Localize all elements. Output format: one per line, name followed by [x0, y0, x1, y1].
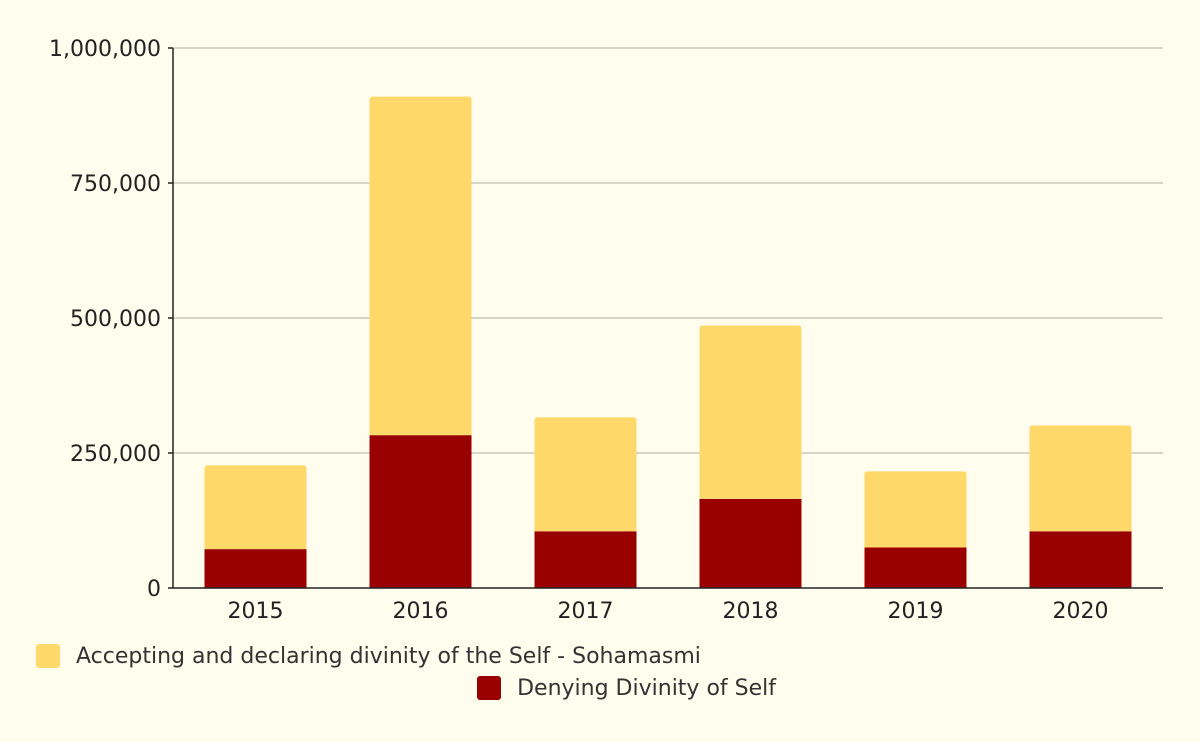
- y-tick-label: 750,000: [70, 172, 161, 197]
- y-tick-label: 500,000: [70, 307, 161, 332]
- bar-segment[interactable]: [204, 465, 307, 550]
- bar-segment[interactable]: [864, 547, 967, 589]
- legend-label-accepting: Accepting and declaring divinity of the …: [76, 643, 701, 669]
- legend-item-denying[interactable]: Denying Divinity of Self: [36, 672, 776, 704]
- x-tick-label: 2016: [393, 599, 449, 624]
- bar-segment[interactable]: [369, 96, 472, 436]
- legend: Accepting and declaring divinity of the …: [36, 640, 776, 704]
- legend-item-accepting[interactable]: Accepting and declaring divinity of the …: [36, 640, 776, 672]
- x-tick-label: 2020: [1053, 599, 1109, 624]
- legend-swatch-accepting: [36, 644, 60, 668]
- y-tick-label: 1,000,000: [49, 37, 161, 62]
- bars: [204, 96, 1132, 589]
- gridlines: [173, 47, 1163, 454]
- y-tick-label: 0: [147, 577, 161, 602]
- x-tick-label: 2017: [558, 599, 614, 624]
- bar-segment[interactable]: [699, 325, 802, 499]
- legend-label-denying: Denying Divinity of Self: [517, 675, 776, 701]
- bar-segment[interactable]: [1029, 425, 1132, 532]
- legend-swatch-denying: [477, 676, 502, 700]
- bar-segment[interactable]: [699, 498, 802, 588]
- bar-segment[interactable]: [204, 549, 307, 588]
- x-tick-label: 2018: [723, 599, 779, 624]
- bar-segment[interactable]: [864, 471, 967, 548]
- axes: [168, 47, 1163, 589]
- bar-segment[interactable]: [534, 531, 637, 588]
- bar-segment[interactable]: [1029, 531, 1132, 588]
- x-tick-label: 2015: [228, 599, 284, 624]
- bar-segment[interactable]: [369, 435, 472, 588]
- x-tick-label: 2019: [888, 599, 944, 624]
- bar-segment[interactable]: [534, 417, 637, 532]
- y-tick-label: 250,000: [70, 442, 161, 467]
- tick-labels: 0 250,000 500,000 750,000 1,000,000 2015 2016 2…: [49, 37, 1108, 624]
